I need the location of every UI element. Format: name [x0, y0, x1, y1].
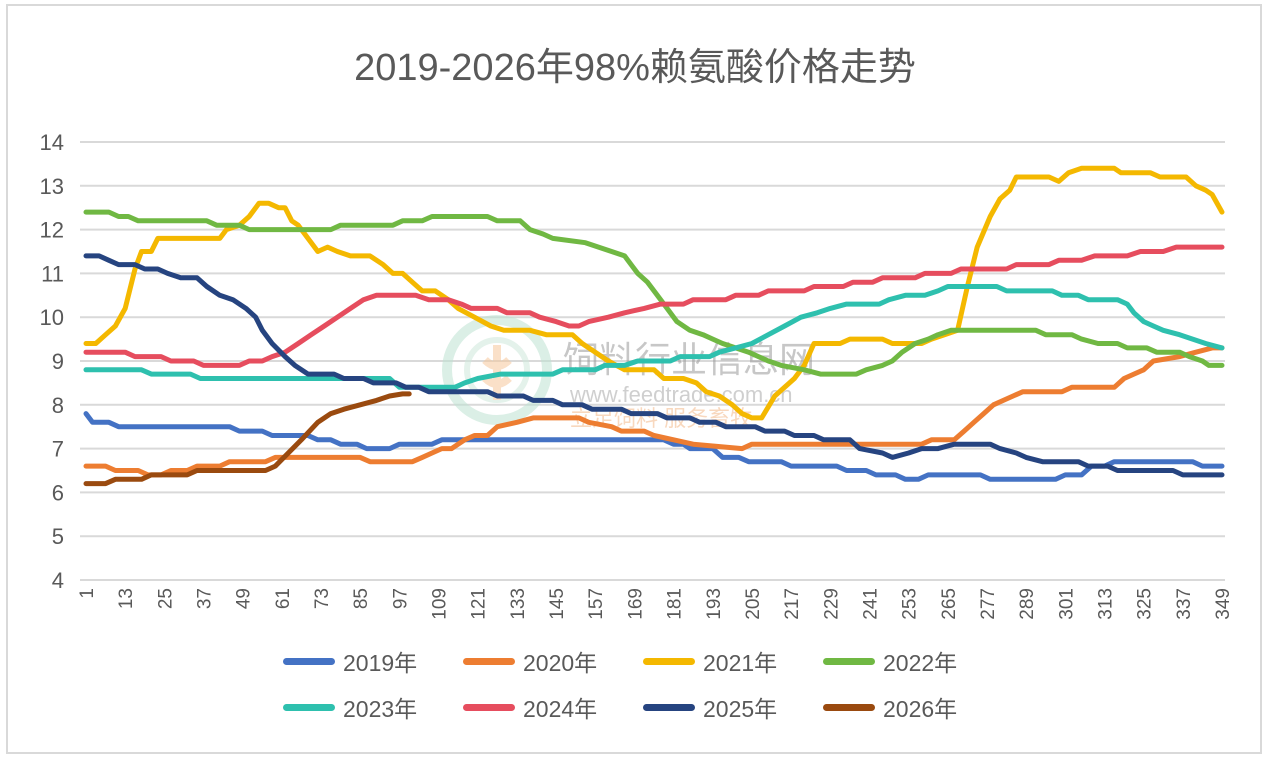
chart-title: 2019-2026年98%赖氨酸价格走势: [354, 47, 916, 89]
series-line-2021: [83, 165, 1225, 421]
series-line-2019: [83, 411, 1225, 482]
x-tick-label: 37: [195, 588, 216, 609]
legend-swatch: [643, 703, 695, 711]
x-tick-label: 265: [939, 588, 960, 620]
x-tick-label: 337: [1174, 588, 1195, 620]
legend-label: 2026年: [883, 696, 958, 722]
x-tick-label: 241: [860, 588, 881, 620]
series-line-2022: [83, 209, 1225, 377]
x-tick-label: 205: [743, 588, 764, 620]
series-line-2024: [83, 244, 1225, 368]
y-tick-label: 4: [52, 568, 64, 593]
legend-swatch: [283, 703, 335, 711]
x-tick-label: 157: [586, 588, 607, 620]
y-tick-label: 12: [40, 218, 64, 243]
y-tick-label: 8: [52, 393, 64, 418]
legend-label: 2021年: [703, 650, 778, 676]
y-tick-label: 5: [52, 524, 64, 549]
legend-item-2022[interactable]: 2022年: [823, 646, 957, 676]
legend-item-2026[interactable]: 2026年: [823, 692, 957, 722]
y-tick-label: 11: [41, 261, 64, 286]
y-tick-label: 6: [52, 480, 64, 505]
x-tick-label: 73: [312, 588, 333, 609]
x-tick-label: 97: [390, 588, 411, 609]
x-tick-label: 109: [430, 588, 451, 620]
legend-label: 2019年: [343, 650, 418, 676]
y-tick-label: 10: [40, 305, 64, 330]
legend-item-2023[interactable]: 2023年: [283, 692, 417, 722]
x-tick-label: 121: [469, 588, 490, 620]
series-lines: [83, 165, 1225, 487]
x-tick-label: 229: [821, 588, 842, 620]
legend-item-2024[interactable]: 2024年: [463, 692, 597, 722]
x-tick-label: 61: [273, 588, 294, 609]
legend-item-2021[interactable]: 2021年: [643, 646, 777, 676]
series-line-2025: [83, 253, 1225, 478]
x-tick-label: 181: [665, 588, 686, 620]
series-line-2020: [83, 345, 1225, 478]
watermark-logo-ring: [442, 315, 552, 425]
x-tick-label: 301: [1056, 588, 1077, 620]
x-tick-label: 193: [704, 588, 725, 620]
legend-label: 2020年: [523, 650, 598, 676]
x-tick-label: 169: [625, 588, 646, 620]
series-line-2026: [83, 391, 412, 487]
x-tick-label: 1: [77, 588, 98, 599]
watermark-url: www.feedtrade.com.cn: [569, 382, 793, 407]
x-tick-label: 253: [900, 588, 921, 620]
y-tick-label: 7: [52, 437, 64, 462]
x-tick-label: 277: [978, 588, 999, 620]
legend-swatch: [463, 703, 515, 711]
x-tick-label: 49: [234, 588, 255, 609]
legend-label: 2024年: [523, 696, 598, 722]
x-tick-label: 217: [782, 588, 803, 620]
legend-swatch: [643, 657, 695, 665]
x-tick-label: 313: [1095, 588, 1116, 620]
y-axis-ticks: 4 5 6 7 8 9 10 11 12 13 14: [40, 130, 64, 593]
legend-label: 2022年: [883, 650, 958, 676]
y-tick-label: 13: [40, 174, 64, 199]
legend-item-2020[interactable]: 2020年: [463, 646, 597, 676]
x-tick-label: 325: [1135, 588, 1156, 620]
legend-label: 2023年: [343, 696, 418, 722]
watermark-site-name: 饲料行业信息网: [563, 339, 815, 380]
x-tick-label: 349: [1213, 588, 1234, 620]
x-tick-label: 25: [155, 588, 176, 609]
legend-label: 2025年: [703, 696, 778, 722]
legend-item-2025[interactable]: 2025年: [643, 692, 777, 722]
x-tick-label: 133: [508, 588, 529, 620]
y-tick-label: 14: [40, 130, 64, 155]
x-tick-label: 289: [1017, 588, 1038, 620]
legend-swatch: [823, 703, 875, 711]
x-tick-label: 145: [547, 588, 568, 620]
series-line-2023: [83, 284, 1225, 390]
x-axis-ticks: 1 13 25 37 49 61 73 85 97 109 121 133 145 157 169 181 19…: [77, 588, 1234, 620]
legend-swatch: [463, 657, 515, 665]
legend-item-2019[interactable]: 2019年: [283, 646, 417, 676]
legend-swatch: [823, 657, 875, 665]
y-tick-label: 9: [52, 349, 64, 374]
x-tick-label: 13: [116, 588, 137, 609]
x-tick-label: 85: [351, 588, 372, 609]
legend-swatch: [283, 657, 335, 665]
